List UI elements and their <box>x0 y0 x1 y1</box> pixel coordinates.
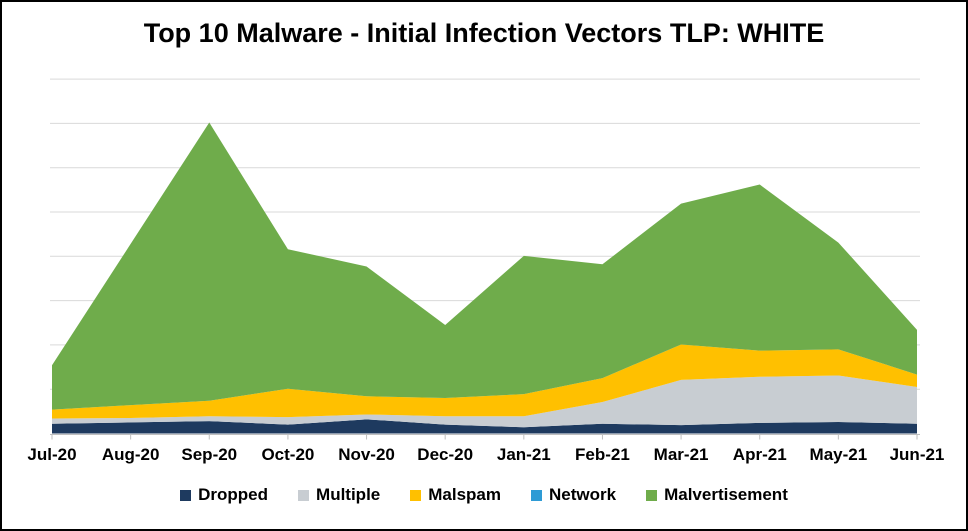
legend-swatch-network <box>531 489 542 501</box>
legend-item-multiple: Multiple <box>298 485 380 505</box>
x-axis-label: Jul-20 <box>27 445 76 464</box>
legend-label: Network <box>549 485 617 504</box>
x-axis-label: Nov-20 <box>338 445 395 464</box>
legend-item-network: Network <box>531 485 616 505</box>
legend-swatch-malspam <box>410 489 422 501</box>
x-axis-label: Mar-21 <box>654 445 709 464</box>
legend-label: Malvertisement <box>664 485 788 504</box>
x-axis-label: Sep-20 <box>181 445 237 464</box>
x-axis-label: May-21 <box>810 445 868 464</box>
chart-title: Top 10 Malware - Initial Infection Vecto… <box>143 18 825 48</box>
legend-item-malvertisement: Malvertisement <box>646 485 788 505</box>
legend-item-malspam: Malspam <box>410 485 501 505</box>
area-dropped <box>52 419 917 434</box>
x-axis-label: Apr-21 <box>733 445 787 464</box>
area-malvertisement <box>52 122 917 410</box>
x-axis-label: Oct-20 <box>261 445 314 464</box>
legend-label: Multiple <box>316 485 381 504</box>
legend-label: Malspam <box>428 485 501 504</box>
legend-swatch-malvertisement <box>646 489 658 501</box>
area-multiple <box>52 375 917 428</box>
x-axis-label: Jan-21 <box>497 445 551 464</box>
x-axis-label: Feb-21 <box>575 445 630 464</box>
x-axis-label: Aug-20 <box>102 445 160 464</box>
x-axis-label: Jun-21 <box>890 445 945 464</box>
legend-label: Dropped <box>198 485 269 504</box>
legend-item-dropped: Dropped <box>180 485 268 505</box>
legend-swatch-dropped <box>180 489 192 501</box>
area-malspam <box>52 344 917 419</box>
legend-swatch-multiple <box>298 489 310 501</box>
x-axis-label: Dec-20 <box>417 445 473 464</box>
chart-legend: Dropped Multiple Malspam Network Malvertisem… <box>2 485 966 505</box>
